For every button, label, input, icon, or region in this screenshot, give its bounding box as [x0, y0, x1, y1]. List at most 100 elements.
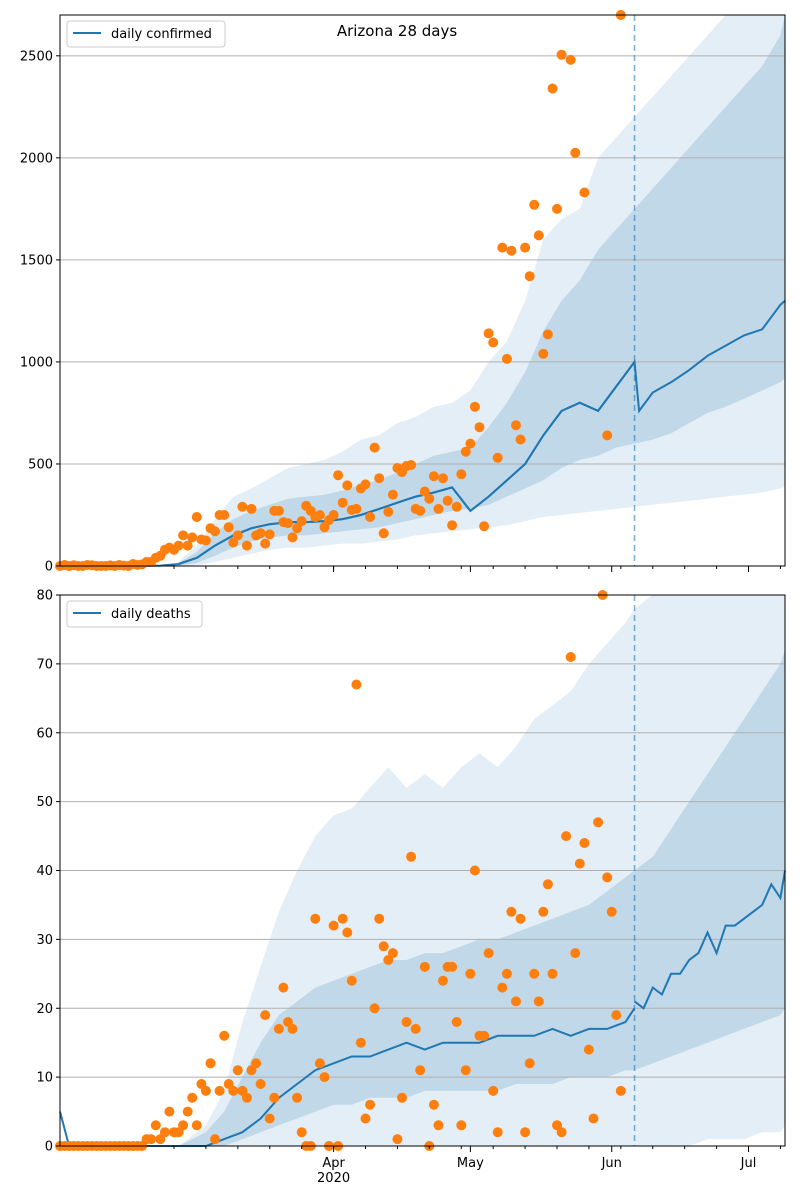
deaths-observed-point — [406, 851, 417, 862]
confirmed-observed-point — [387, 489, 398, 500]
deaths-x-tick-label: Jul — [740, 1156, 757, 1171]
deaths-observed-point — [200, 1085, 211, 1096]
deaths-observed-point — [365, 1099, 376, 1110]
deaths-observed-point — [191, 1120, 202, 1131]
deaths-x-tick-label: May — [457, 1156, 484, 1171]
deaths-observed-point — [337, 913, 348, 924]
deaths-y-tick-label: 20 — [36, 1002, 53, 1017]
confirmed-outer-band — [178, 15, 786, 566]
confirmed-observed-point — [223, 522, 234, 533]
deaths-observed-point — [292, 1092, 303, 1103]
confirmed-y-tick-label: 0 — [45, 560, 53, 575]
deaths-observed-point — [469, 865, 480, 876]
deaths-observed-point — [497, 982, 508, 993]
deaths-observed-point — [574, 858, 585, 869]
deaths-observed-point — [241, 1092, 252, 1103]
confirmed-panel: 0 500 1000 1500 2000 2500 Arizona 28 days dai… — [20, 10, 786, 575]
deaths-observed-point — [319, 1072, 330, 1083]
deaths-observed-point — [273, 1023, 284, 1034]
deaths-observed-point — [611, 1010, 622, 1021]
confirmed-observed-point — [570, 147, 581, 158]
deaths-observed-point — [401, 1017, 412, 1027]
confirmed-observed-point — [333, 470, 344, 481]
deaths-x-tick-label: Jun — [601, 1156, 622, 1171]
confirmed-observed-point — [538, 348, 549, 359]
deaths-observed-point — [579, 838, 590, 848]
deaths-observed-point — [205, 1058, 216, 1069]
deaths-observed-point — [296, 1127, 307, 1138]
confirmed-observed-point — [465, 438, 476, 449]
deaths-y-ticks: 0 10 20 30 40 50 60 70 80 — [36, 589, 60, 1155]
deaths-observed-point — [346, 975, 357, 986]
deaths-observed-point — [520, 1127, 531, 1138]
deaths-observed-point — [542, 879, 553, 890]
deaths-observed-point — [606, 906, 617, 917]
confirmed-observed-point — [369, 442, 380, 453]
confirmed-y-tick-label: 1000 — [20, 355, 53, 370]
deaths-observed-point — [232, 1065, 243, 1076]
deaths-observed-point — [287, 1023, 298, 1034]
confirmed-axes-border — [59, 14, 786, 567]
confirmed-observed-point — [296, 516, 307, 527]
deaths-observed-point — [465, 968, 476, 979]
deaths-observed-point — [615, 1085, 626, 1096]
deaths-gridlines — [60, 663, 785, 1078]
confirmed-observed-point — [602, 430, 613, 441]
confirmed-observed-point — [492, 452, 503, 463]
confirmed-y-tick-label: 1500 — [20, 253, 53, 268]
confirmed-observed-point — [337, 497, 348, 508]
confirmed-legend: daily confirmed — [66, 20, 226, 48]
deaths-observed-point — [392, 1134, 403, 1145]
deaths-observed-point — [328, 920, 339, 931]
confirmed-observed-point — [547, 83, 558, 94]
deaths-observed-point — [460, 1065, 471, 1076]
confirmed-observed-point — [255, 528, 266, 539]
confirmed-observed-point — [210, 526, 220, 537]
deaths-observed-point — [483, 948, 494, 959]
deaths-observed-point — [228, 1085, 239, 1096]
deaths-observed-point — [561, 831, 572, 842]
confirmed-plot-area — [60, 15, 785, 566]
confirmed-observed-point — [187, 532, 198, 543]
confirmed-observed-point — [264, 529, 275, 540]
deaths-observed-point — [355, 1037, 366, 1048]
deaths-observed-point — [479, 1030, 490, 1041]
confirmed-observed-point — [351, 503, 362, 514]
deaths-observed-point — [447, 961, 458, 972]
confirmed-observed-point — [374, 473, 385, 484]
deaths-observed-point — [159, 1127, 170, 1138]
deaths-observed-point — [182, 1106, 193, 1117]
deaths-observed-point — [428, 1099, 439, 1110]
confirmed-observed-point — [520, 242, 531, 253]
deaths-observed-points — [55, 590, 626, 1151]
deaths-y-tick-label: 10 — [36, 1071, 53, 1086]
confirmed-observed-point — [447, 520, 458, 531]
deaths-x-tick-label: Apr — [322, 1156, 345, 1171]
deaths-fit-line — [59, 1007, 636, 1147]
confirmed-observed-point — [552, 203, 562, 214]
confirmed-observed-point — [378, 528, 389, 539]
deaths-x-tick-sublabel: 2020 — [317, 1171, 350, 1186]
deaths-observed-point — [456, 1120, 467, 1131]
deaths-observed-point — [360, 1113, 371, 1124]
deaths-y-tick-label: 80 — [36, 589, 53, 604]
deaths-observed-point — [438, 975, 448, 986]
deaths-observed-point — [278, 982, 289, 993]
deaths-observed-point — [269, 1092, 280, 1103]
deaths-model-line — [633, 870, 786, 1010]
deaths-observed-point — [146, 1134, 157, 1145]
deaths-observed-point — [251, 1058, 262, 1069]
deaths-observed-point — [588, 1113, 599, 1124]
confirmed-y-tick-label: 2500 — [20, 49, 53, 64]
confirmed-observed-point — [178, 530, 189, 541]
confirmed-observed-point — [533, 230, 544, 241]
confirmed-observed-point — [501, 353, 512, 364]
deaths-observed-point — [583, 1044, 594, 1055]
deaths-observed-point — [255, 1079, 266, 1089]
deaths-observed-point — [533, 996, 544, 1007]
deaths-observed-point — [374, 913, 385, 924]
confirmed-observed-point — [292, 523, 303, 534]
confirmed-observed-point — [287, 532, 298, 543]
deaths-observed-point — [570, 948, 581, 959]
confirmed-bands — [178, 15, 786, 566]
